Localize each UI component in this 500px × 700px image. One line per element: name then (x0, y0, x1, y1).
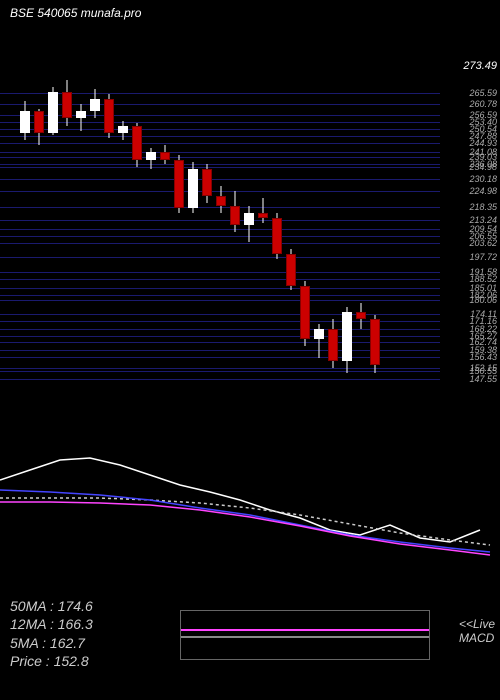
ma12-label: 12MA : 166.3 (10, 615, 93, 633)
macd-center-line (181, 636, 429, 638)
candle-wick (263, 198, 264, 222)
ma50-label: 50MA : 174.6 (10, 597, 93, 615)
price-label: Price : 152.8 (10, 652, 93, 670)
indicator-panel (0, 430, 500, 570)
candle-body (62, 92, 72, 119)
line-blue (0, 490, 490, 552)
candle-body (34, 111, 44, 133)
y-label: 197.72 (469, 253, 497, 261)
candle-body (314, 329, 324, 339)
candle-body (244, 213, 254, 225)
y-label: 180.06 (469, 296, 497, 304)
candle-body (48, 92, 58, 133)
y-axis-labels: 273.49 265.59260.78256.59253.40250.54247… (442, 70, 497, 380)
y-label: 147.55 (469, 375, 497, 383)
candle-body (342, 312, 352, 360)
macd-box (180, 610, 430, 660)
candle-body (118, 126, 128, 133)
line-white (0, 458, 480, 542)
candle-body (230, 206, 240, 225)
indicator-svg (0, 430, 500, 570)
y-label: 218.35 (469, 203, 497, 211)
candle-body (328, 329, 338, 360)
y-label: 234.98 (469, 163, 497, 171)
y-label: 203.62 (469, 239, 497, 247)
y-label: 260.78 (469, 100, 497, 108)
macd-label: <<LiveMACD (459, 617, 495, 645)
candle-body (258, 213, 268, 218)
candle-body (202, 169, 212, 196)
candlestick-chart: 273.49 265.59260.78256.59253.40250.54247… (0, 70, 500, 380)
info-box: 50MA : 174.6 12MA : 166.3 5MA : 162.7 Pr… (10, 597, 93, 670)
candle-body (188, 169, 198, 208)
candle-body (20, 111, 30, 133)
candle-body (146, 152, 156, 159)
line-dashed (0, 498, 490, 545)
candle-body (286, 254, 296, 285)
y-label: 230.18 (469, 175, 497, 183)
candle-series (20, 70, 420, 380)
candle-body (76, 111, 86, 118)
macd-signal-line (181, 629, 429, 631)
candle-body (104, 99, 114, 133)
candle-body (90, 99, 100, 111)
y-label: 213.24 (469, 216, 497, 224)
candle-body (356, 312, 366, 319)
y-label: 265.59 (469, 89, 497, 97)
candle-body (370, 319, 380, 365)
candle-body (216, 196, 226, 206)
ma5-label: 5MA : 162.7 (10, 634, 93, 652)
line-magenta (0, 502, 490, 555)
y-label: 224.98 (469, 187, 497, 195)
candle-body (132, 126, 142, 160)
candle-body (174, 160, 184, 208)
chart-header: BSE 540065 munafa.pro (0, 0, 151, 26)
y-label: 244.93 (469, 139, 497, 147)
y-label-top: 273.49 (463, 62, 497, 70)
candle-body (272, 218, 282, 254)
y-label: 156.43 (469, 353, 497, 361)
candle-body (160, 152, 170, 159)
candle-body (300, 286, 310, 339)
